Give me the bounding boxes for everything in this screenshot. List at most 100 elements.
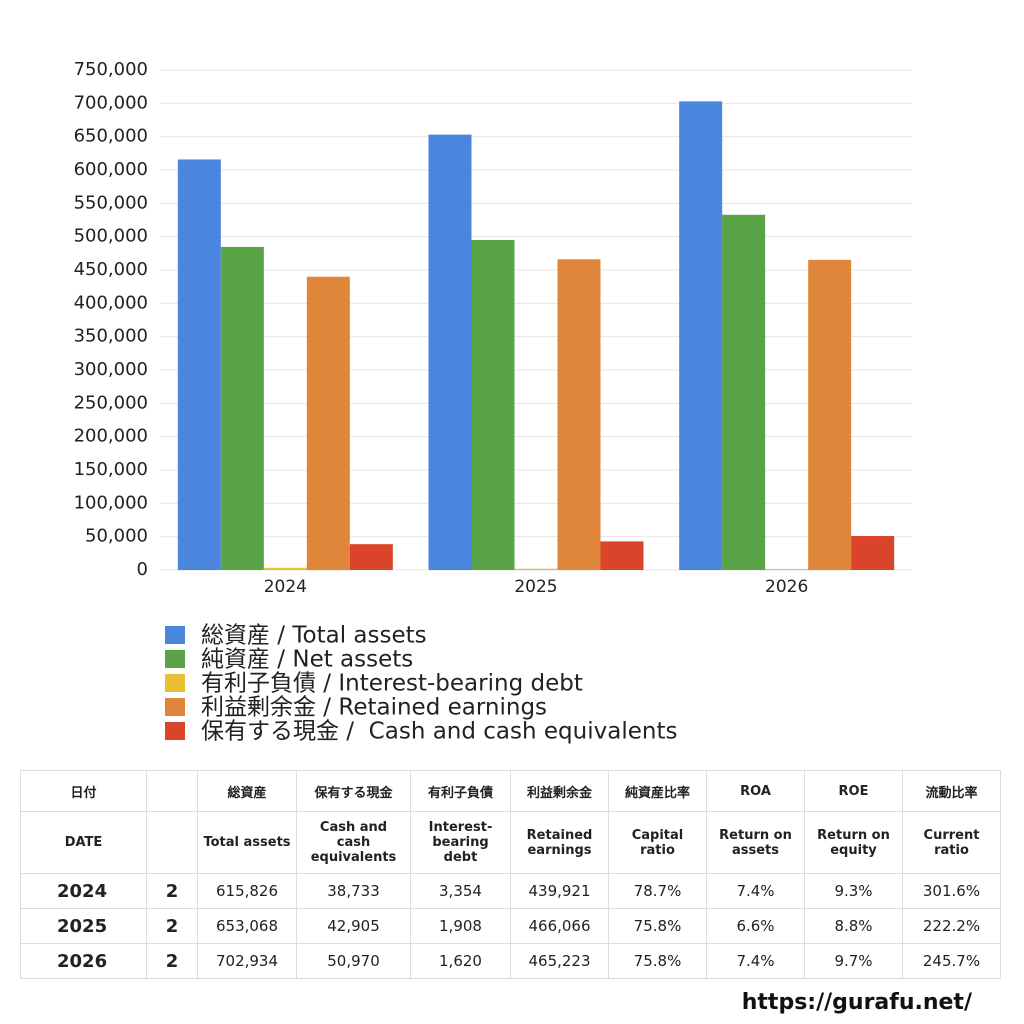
legend-swatch (165, 698, 185, 716)
header-cell: 流動比率 (902, 770, 1001, 812)
legend-label: 有利子負債 / Interest-bearing debt (201, 671, 583, 697)
value-cell: 1,620 (410, 943, 511, 979)
header-cell: Current ratio (902, 811, 1001, 874)
header-cell: Capital ratio (608, 811, 707, 874)
y-tick-label: 550,000 (74, 192, 148, 213)
value-cell: 466,066 (510, 908, 609, 944)
bar (220, 246, 264, 570)
footer-url: https://gurafu.net/ (741, 990, 972, 1015)
value-cell: 42,905 (296, 908, 411, 944)
y-tick-label: 150,000 (74, 459, 148, 480)
legend-swatch (165, 722, 185, 740)
value-cell: 3,354 (410, 873, 511, 909)
legend-label: 保有する現金 / Cash and cash equivalents (201, 719, 677, 745)
y-tick-label: 750,000 (74, 59, 148, 80)
value-cell: 9.3% (804, 873, 903, 909)
bar (557, 259, 601, 570)
count-cell: 2 (146, 908, 198, 944)
y-tick-label: 250,000 (74, 392, 148, 413)
value-cell: 301.6% (902, 873, 1001, 909)
y-tick-label: 300,000 (74, 359, 148, 380)
x-tick-label: 2024 (264, 577, 307, 597)
y-tick-label: 650,000 (74, 126, 148, 147)
bar (600, 541, 644, 570)
year-cell: 2025 (20, 908, 147, 944)
value-cell: 75.8% (608, 943, 707, 979)
table-row: 2025 2 653,068 42,905 1,908 466,066 75.8% 6.6% 8… (20, 908, 1001, 944)
value-cell: 6.6% (706, 908, 805, 944)
data-table: 日付 総資産 保有する現金 有利子負債 利益剰余金 純資産比率 ROA ROE 流動比率 DATE… (20, 770, 1001, 979)
header-cell: Total assets (197, 811, 297, 874)
bar (851, 536, 895, 570)
value-cell: 8.8% (804, 908, 903, 944)
table-row: 日付 総資産 保有する現金 有利子負債 利益剰余金 純資産比率 ROA ROE 流動比率 (20, 770, 1001, 812)
header-cell (146, 811, 198, 874)
table-row: 2024 2 615,826 38,733 3,354 439,921 78.7% 7.4% 9… (20, 873, 1001, 909)
value-cell: 702,934 (197, 943, 297, 979)
header-cell: Return on equity (804, 811, 903, 874)
y-tick-label: 400,000 (74, 292, 148, 313)
value-cell: 75.8% (608, 908, 707, 944)
header-cell (146, 770, 198, 812)
value-cell: 465,223 (510, 943, 609, 979)
year-cell: 2024 (20, 873, 147, 909)
x-tick-label: 2025 (514, 577, 557, 597)
header-cell: 総資産 (197, 770, 297, 812)
y-tick-label: 350,000 (74, 326, 148, 347)
legend-label: 総資産 / Total assets (201, 623, 427, 649)
bar (428, 134, 472, 570)
y-tick-label: 200,000 (74, 426, 148, 447)
value-cell: 38,733 (296, 873, 411, 909)
table-row: 2026 2 702,934 50,970 1,620 465,223 75.8% 7.4% 9… (20, 943, 1001, 979)
legend-swatch (165, 650, 185, 668)
value-cell: 439,921 (510, 873, 609, 909)
header-cell: 有利子負債 (410, 770, 511, 812)
value-cell: 50,970 (296, 943, 411, 979)
bar (679, 101, 723, 571)
header-cell: ROA (706, 770, 805, 812)
bar (765, 568, 809, 570)
bar (808, 259, 852, 570)
value-cell: 78.7% (608, 873, 707, 909)
value-cell: 653,068 (197, 908, 297, 944)
legend-label: 純資産 / Net assets (201, 647, 413, 673)
table-row: DATE Total assets Cash and cash equivalent… (20, 811, 1001, 874)
header-cell: DATE (20, 811, 147, 874)
header-cell: Retained earnings (510, 811, 609, 874)
y-tick-label: 50,000 (85, 526, 148, 547)
header-cell: ROE (804, 770, 903, 812)
header-cell: 日付 (20, 770, 147, 812)
count-cell: 2 (146, 943, 198, 979)
bar (514, 568, 558, 570)
y-tick-label: 0 (137, 559, 148, 580)
value-cell: 7.4% (706, 873, 805, 909)
header-cell: 利益剰余金 (510, 770, 609, 812)
value-cell: 222.2% (902, 908, 1001, 944)
value-cell: 1,908 (410, 908, 511, 944)
value-cell: 615,826 (197, 873, 297, 909)
bar (349, 544, 393, 570)
y-tick-label: 600,000 (74, 159, 148, 180)
bar (306, 276, 350, 570)
legend-swatch (165, 626, 185, 644)
y-tick-label: 700,000 (74, 92, 148, 113)
year-cell: 2026 (20, 943, 147, 979)
value-cell: 9.7% (804, 943, 903, 979)
value-cell: 245.7% (902, 943, 1001, 979)
bar (722, 214, 766, 570)
legend-label: 利益剰余金 / Retained earnings (201, 695, 547, 721)
bar (263, 567, 307, 570)
chart: 0 50,000 100,000 150,000 200,000 250,000 300,0… (74, 59, 912, 745)
y-tick-label: 100,000 (74, 492, 148, 513)
y-tick-label: 500,000 (74, 226, 148, 247)
header-cell: Interest-bearing debt (410, 811, 511, 874)
header-cell: 純資産比率 (608, 770, 707, 812)
count-cell: 2 (146, 873, 198, 909)
header-cell: 保有する現金 (296, 770, 411, 812)
bar (177, 159, 221, 570)
value-cell: 7.4% (706, 943, 805, 979)
header-cell: Return on assets (706, 811, 805, 874)
header-cell: Cash and cash equivalents (296, 811, 411, 874)
y-tick-label: 450,000 (74, 259, 148, 280)
